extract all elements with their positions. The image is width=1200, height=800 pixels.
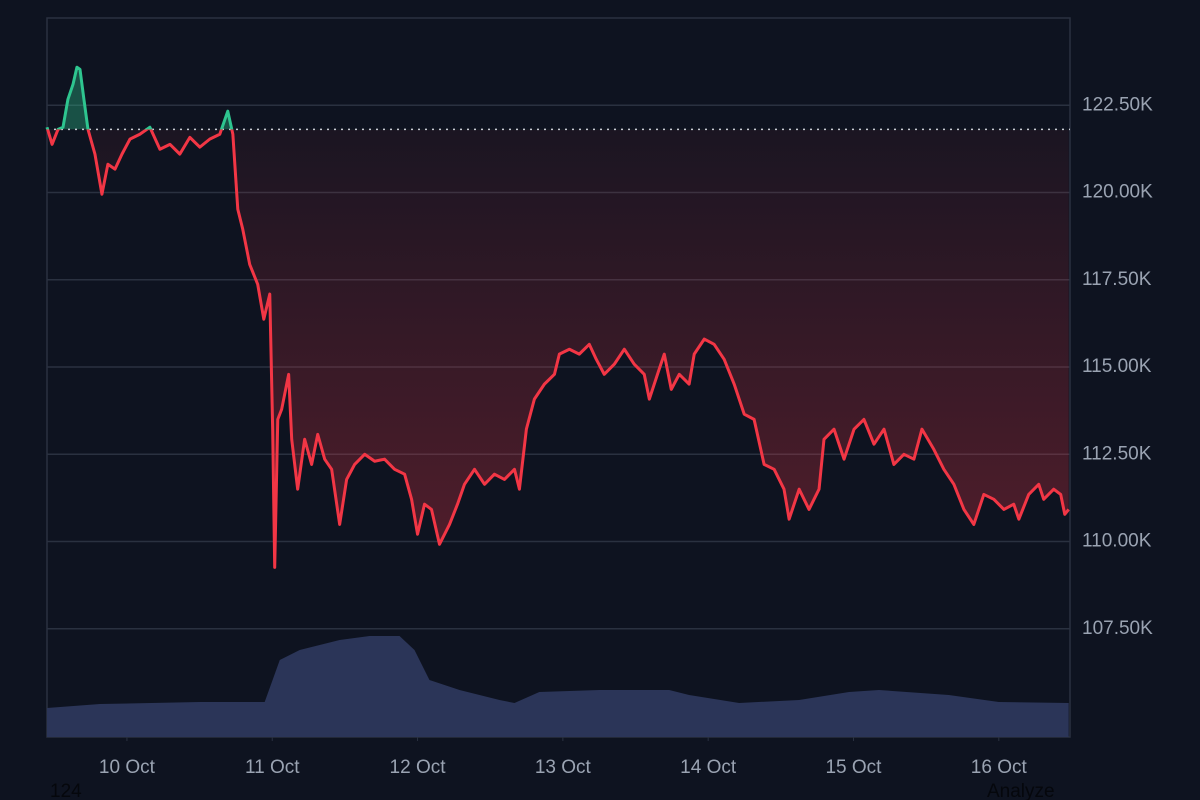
y-tick-label: 122.50K — [1082, 94, 1153, 115]
x-tick-label: 10 Oct — [99, 757, 156, 778]
x-tick-label: 12 Oct — [390, 757, 447, 778]
x-tick-label: 16 Oct — [971, 757, 1028, 778]
y-tick-label: 115.00K — [1082, 356, 1152, 377]
y-tick-label: 112.50K — [1082, 443, 1152, 464]
x-tick-label: 15 Oct — [825, 757, 882, 778]
y-tick-label: 110.00K — [1082, 531, 1152, 552]
x-tick-label: 13 Oct — [535, 757, 592, 778]
price-line-down — [46, 129, 1070, 569]
y-tick-label: 120.00K — [1082, 182, 1153, 203]
y-tick-label: 117.50K — [1082, 269, 1152, 290]
x-tick-label: 11 Oct — [245, 757, 300, 778]
x-tick-label: 14 Oct — [680, 757, 737, 778]
area-down — [47, 129, 1069, 568]
y-tick-label: 107.50K — [1082, 618, 1153, 639]
volume-area — [47, 636, 1069, 737]
footer-link[interactable]: Analyze — [987, 781, 1055, 800]
footer-count: 124 — [50, 781, 82, 800]
